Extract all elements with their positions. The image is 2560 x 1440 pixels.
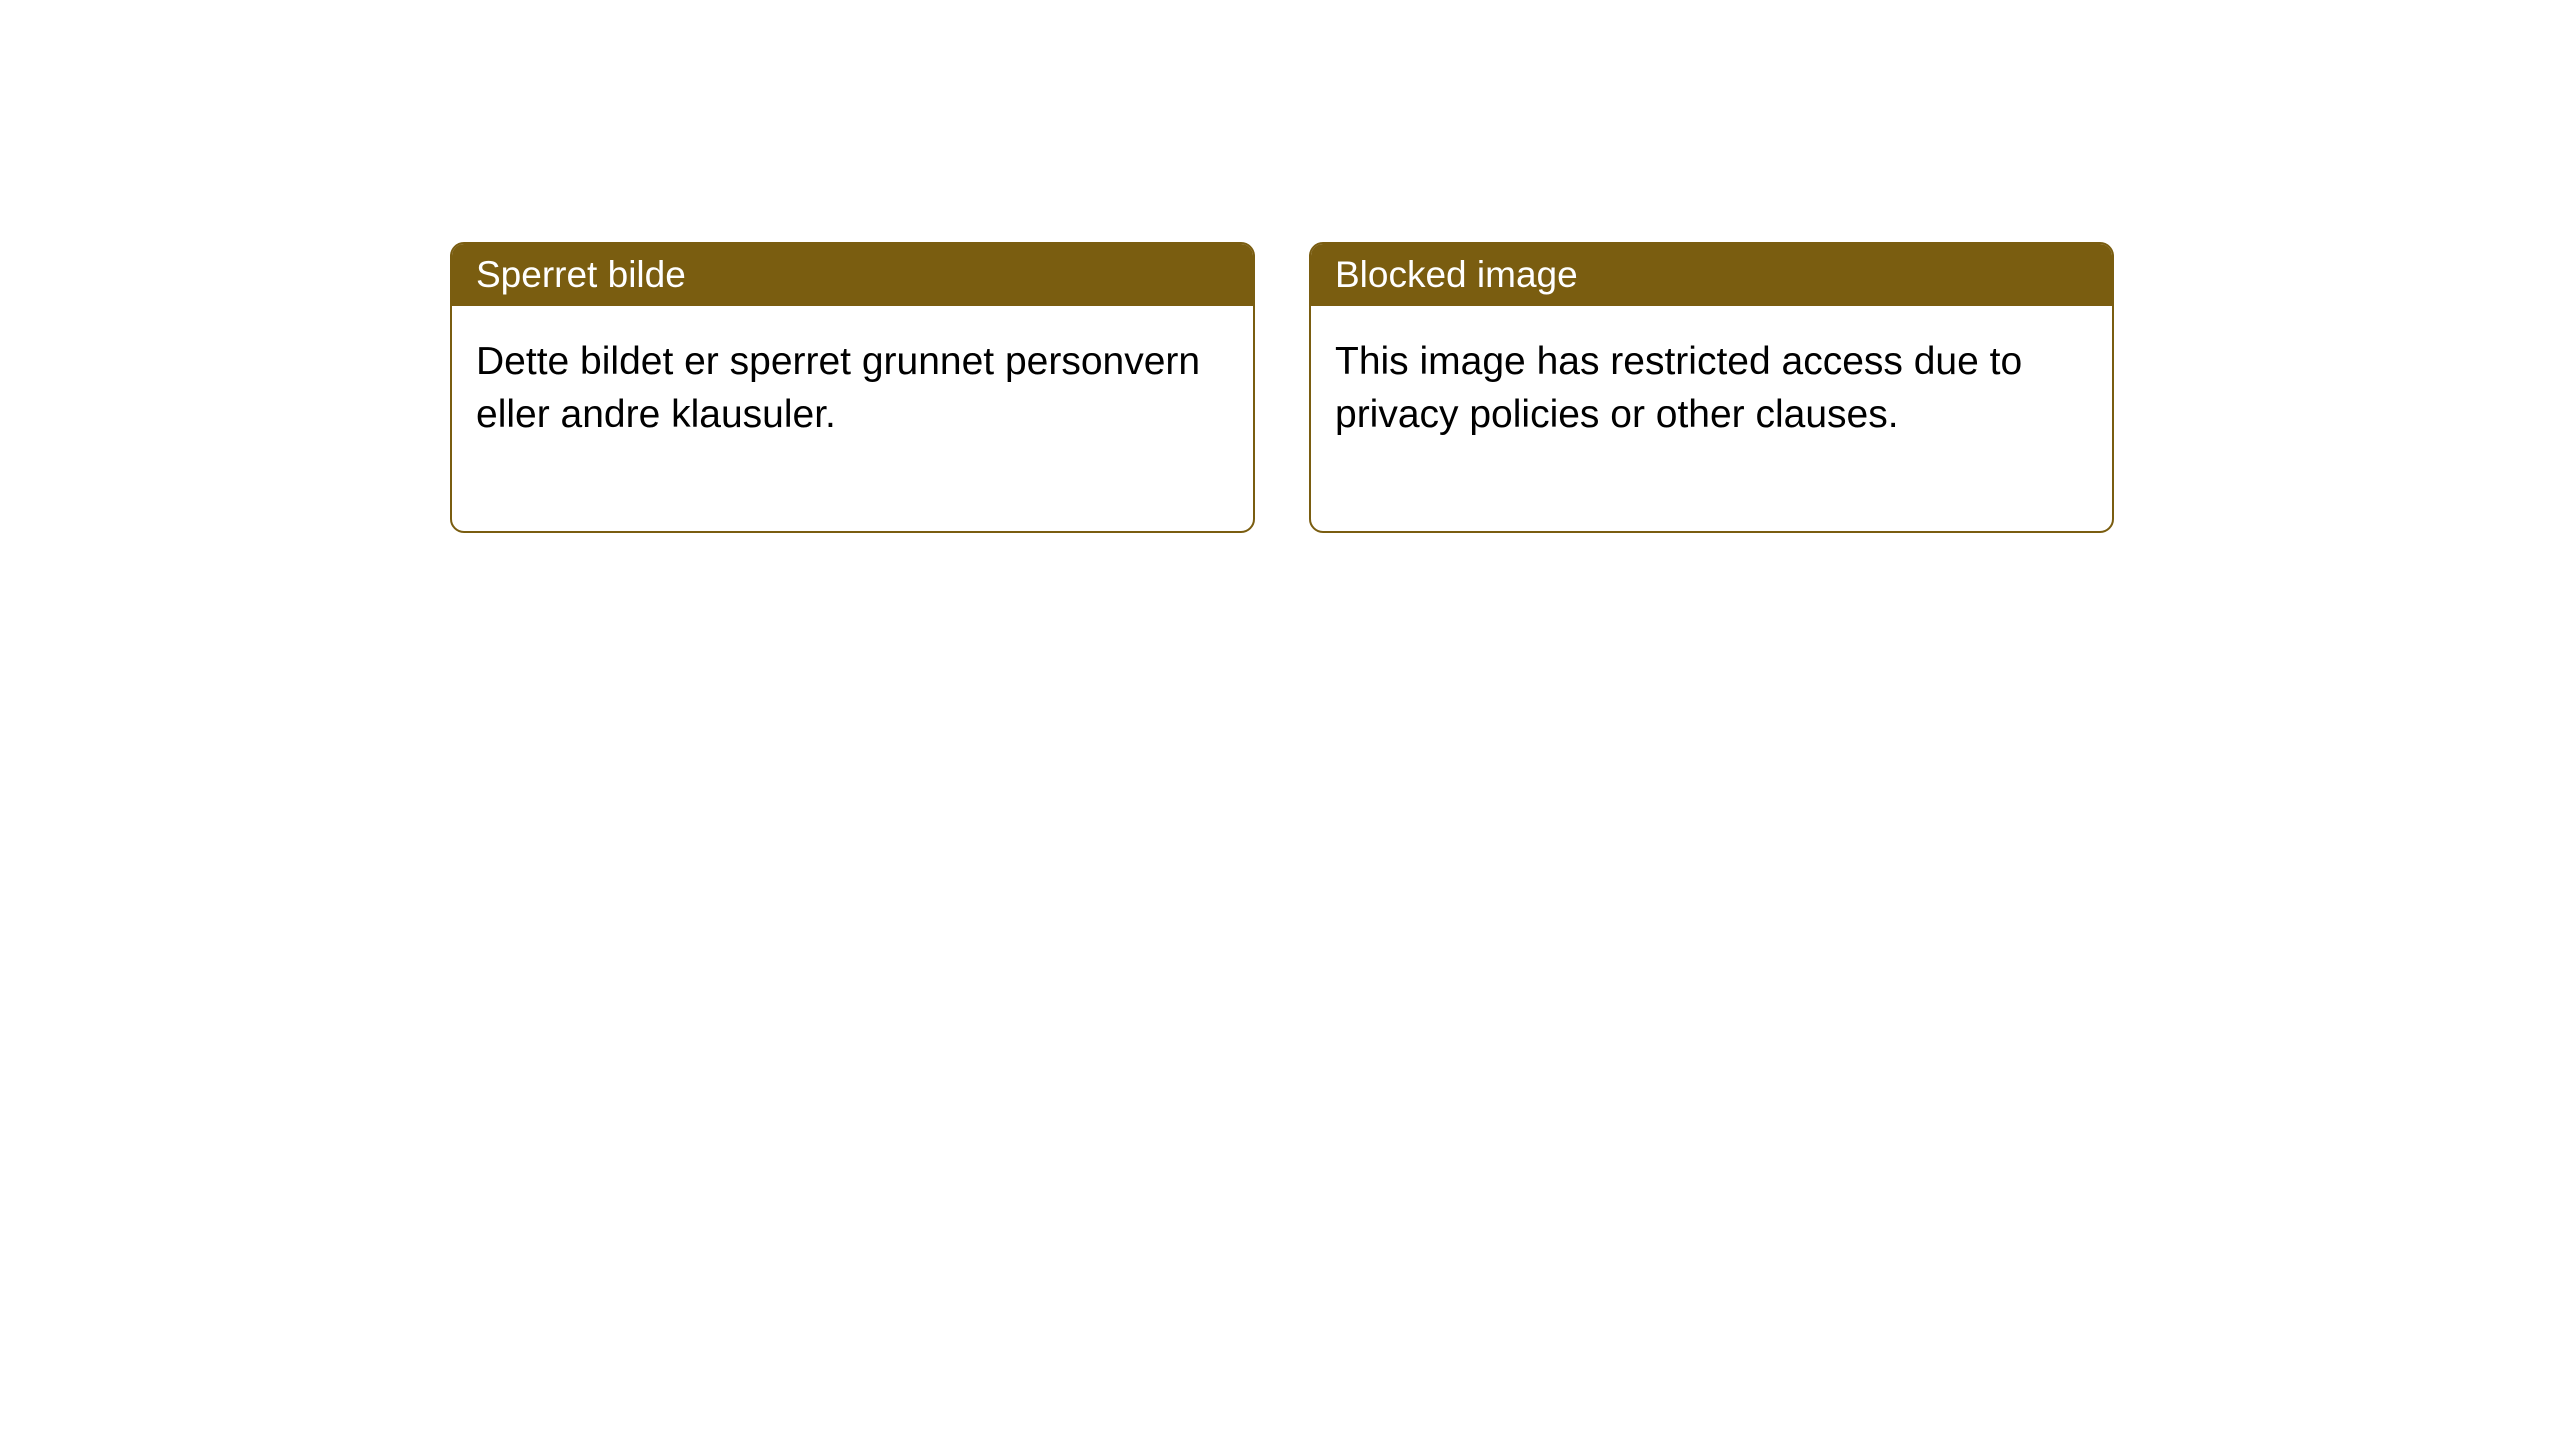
card-body-text: Dette bildet er sperret grunnet personve… <box>476 340 1200 436</box>
card-header: Sperret bilde <box>452 244 1253 306</box>
card-header: Blocked image <box>1311 244 2112 306</box>
card-header-text: Sperret bilde <box>476 254 686 295</box>
card-body: This image has restricted access due to … <box>1311 306 2112 531</box>
notice-container: Sperret bilde Dette bildet er sperret gr… <box>0 0 2560 533</box>
notice-card-norwegian: Sperret bilde Dette bildet er sperret gr… <box>450 242 1255 533</box>
card-body-text: This image has restricted access due to … <box>1335 340 2022 436</box>
notice-card-english: Blocked image This image has restricted … <box>1309 242 2114 533</box>
card-body: Dette bildet er sperret grunnet personve… <box>452 306 1253 531</box>
card-header-text: Blocked image <box>1335 254 1578 295</box>
